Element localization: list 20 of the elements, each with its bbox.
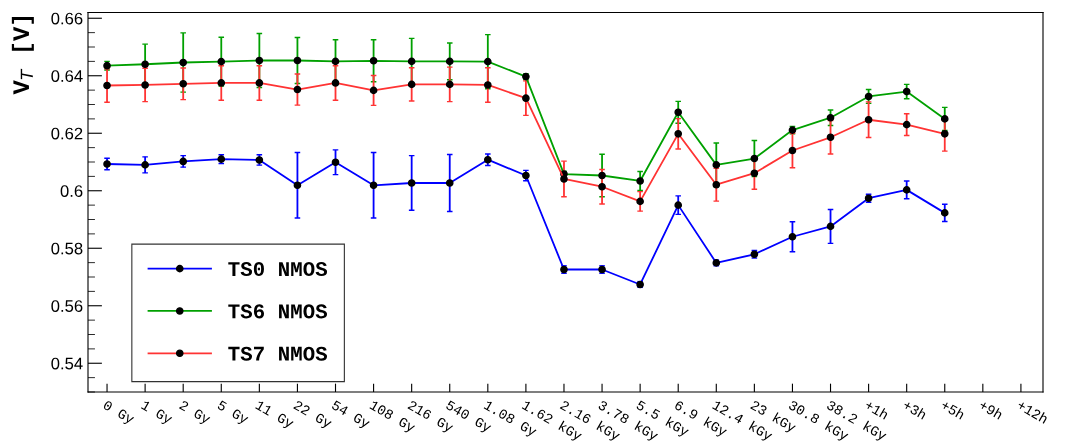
y-tick-label: 0.62: [51, 127, 83, 140]
legend-label: TS0 NMOS: [228, 261, 328, 277]
x-tick-label: +3h: [902, 399, 928, 420]
x-tick-label: 0 Gy: [101, 400, 136, 427]
y-tick-label: 0.6: [60, 185, 83, 197]
legend-label: TS7 NMOS: [228, 346, 328, 361]
y-tick-label: 0.58: [51, 242, 83, 255]
x-tick-label: +1h: [864, 399, 890, 420]
y-tick-label: 0.64: [51, 70, 83, 82]
x-tick-label: +12h: [1016, 399, 1049, 424]
y-tick-label: 0.56: [51, 300, 83, 312]
x-tick-label: +5h: [940, 399, 966, 420]
x-tick-label: 1 Gy: [139, 400, 174, 427]
x-tick-label: 5 Gy: [215, 400, 250, 427]
y-axis-title: V$_{T}$ [V]: [11, 16, 34, 95]
x-tick-label: +9h: [978, 399, 1004, 420]
y-tick-label: 0.66: [51, 12, 83, 25]
x-tick-label: 2 Gy: [177, 400, 212, 427]
legend-label: TS6 NMOS: [228, 304, 328, 319]
y-tick-label: 0.54: [51, 357, 83, 370]
